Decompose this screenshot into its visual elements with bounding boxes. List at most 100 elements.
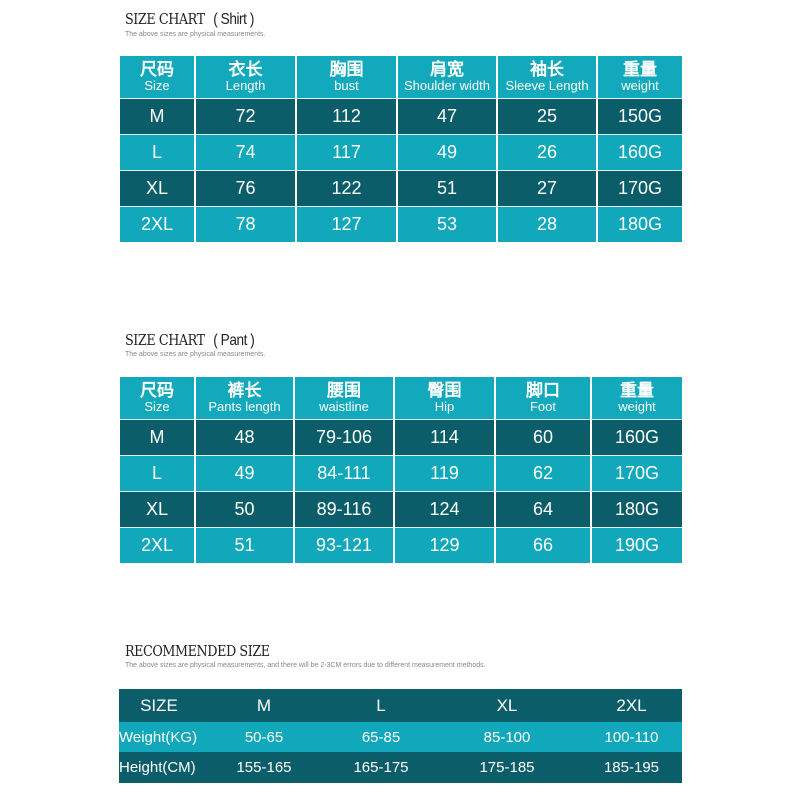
- shirt-title-text: SIZE CHART: [125, 10, 205, 28]
- table-cell: 72: [194, 98, 297, 135]
- table-row: Height(CM) 155-165 165-175 175-185 185-195: [119, 752, 682, 783]
- table-cell: 49: [194, 455, 295, 492]
- header-cell: 脚口 Foot: [494, 377, 592, 420]
- table-cell: 124: [393, 491, 496, 528]
- table-cell: L: [329, 689, 433, 722]
- header-zh: 胸围: [329, 60, 364, 80]
- header-en: Size: [144, 399, 170, 415]
- table-cell: XL: [118, 491, 196, 528]
- table-cell: 49: [396, 134, 498, 171]
- table-cell: 2XL: [118, 527, 196, 563]
- table-cell: 180G: [596, 206, 684, 242]
- header-zh: 袖长: [530, 60, 564, 80]
- header-en: waistline: [319, 399, 369, 415]
- header-zh: 重量: [620, 381, 654, 401]
- table-cell: 53: [396, 206, 498, 242]
- header-en: bust: [334, 78, 359, 94]
- table-cell: 79-106: [293, 419, 395, 456]
- table-cell: 66: [494, 527, 592, 563]
- recommended-note: The above sizes are physical measurement…: [125, 662, 486, 669]
- table-cell: Height(CM): [119, 752, 199, 783]
- table-cell: 127: [295, 206, 398, 242]
- table-cell: 160G: [596, 134, 684, 171]
- table-cell: 48: [194, 419, 295, 456]
- table-cell: 26: [496, 134, 598, 171]
- table-cell: 170G: [590, 455, 684, 492]
- header-cell: 臀围 Hip: [393, 377, 496, 420]
- header-cell: 裤长 Pants length: [194, 377, 295, 420]
- table-row: XL 76 122 51 27 170G: [118, 170, 684, 207]
- table-cell: 64: [494, 491, 592, 528]
- table-cell: 74: [194, 134, 297, 171]
- header-en: Pants length: [208, 399, 281, 415]
- table-row: L 74 117 49 26 160G: [118, 134, 684, 171]
- table-row: L 49 84-111 119 62 170G: [118, 455, 684, 492]
- header-cell: 尺码 Size: [118, 377, 196, 420]
- header-cell: 重量 weight: [596, 56, 684, 99]
- header-row: 尺码 Size 裤长 Pants length 腰围 waistline 臀围 Hip 脚口 Fo…: [118, 377, 684, 420]
- table-cell: 155-165: [199, 752, 329, 783]
- table-cell: 160G: [590, 419, 684, 456]
- header-cell: 尺码 Size: [118, 56, 196, 99]
- header-zh: 肩宽: [430, 60, 464, 80]
- table-cell: 170G: [596, 170, 684, 207]
- table-cell: 50: [194, 491, 295, 528]
- table-cell: 112: [295, 98, 398, 135]
- table-row: XL 50 89-116 124 64 180G: [118, 491, 684, 528]
- table-cell: 165-175: [329, 752, 433, 783]
- table-cell: 62: [494, 455, 592, 492]
- header-cell: 重量 weight: [590, 377, 684, 420]
- header-en: Length: [225, 78, 266, 94]
- table-cell: 114: [393, 419, 496, 456]
- table-cell: XL: [433, 689, 581, 722]
- table-cell: Weight(KG): [119, 722, 199, 752]
- table-cell: L: [118, 134, 196, 171]
- table-cell: 180G: [590, 491, 684, 528]
- header-cell: 衣长 Length: [194, 56, 297, 99]
- header-zh: 尺码: [140, 60, 174, 80]
- header-en: weight: [618, 399, 656, 415]
- table-cell: 51: [396, 170, 498, 207]
- header-cell: 袖长 Sleeve Length: [496, 56, 598, 99]
- table-cell: 27: [496, 170, 598, 207]
- table-cell: 119: [393, 455, 496, 492]
- table-cell: 47: [396, 98, 498, 135]
- header-en: Hip: [434, 399, 455, 415]
- table-cell: 150G: [596, 98, 684, 135]
- table-cell: L: [118, 455, 196, 492]
- shirt-title: SIZE CHART ( Shirt ): [125, 10, 254, 29]
- shirt-subtitle: ( Shirt ): [213, 11, 254, 28]
- pant-title-text: SIZE CHART: [125, 331, 205, 349]
- pant-title: SIZE CHART ( Pant ): [125, 331, 255, 350]
- pant-note: The above sizes are physical measurement…: [125, 351, 266, 358]
- header-en: Foot: [529, 399, 556, 415]
- table-row: SIZE M L XL 2XL: [119, 689, 682, 722]
- table-cell: M: [118, 98, 196, 135]
- table-cell: 50-65: [199, 722, 329, 752]
- table-cell: 117: [295, 134, 398, 171]
- table-row: M 72 112 47 25 150G: [118, 98, 684, 135]
- shirt-size-table: 尺码 Size 衣长 Length 胸围 bust 肩宽 Shoulder width 袖长 Sl…: [118, 56, 684, 242]
- header-en: weight: [621, 78, 659, 94]
- header-zh: 臀围: [427, 381, 462, 401]
- table-cell: 190G: [590, 527, 684, 563]
- table-cell: 51: [194, 527, 295, 563]
- table-cell: 175-185: [433, 752, 581, 783]
- header-zh: 脚口: [526, 381, 560, 401]
- table-cell: 129: [393, 527, 496, 563]
- table-cell: 25: [496, 98, 598, 135]
- table-row: 2XL 78 127 53 28 180G: [118, 206, 684, 242]
- table-cell: 60: [494, 419, 592, 456]
- header-en: Shoulder width: [404, 78, 490, 94]
- table-row: M 48 79-106 114 60 160G: [118, 419, 684, 456]
- table-cell: 76: [194, 170, 297, 207]
- table-row: 2XL 51 93-121 129 66 190G: [118, 527, 684, 563]
- table-cell: 100-110: [581, 722, 682, 752]
- table-cell: 122: [295, 170, 398, 207]
- recommended-size-table: SIZE M L XL 2XL Weight(KG) 50-65 65-85 85-100 100…: [119, 689, 682, 783]
- table-cell: 65-85: [329, 722, 433, 752]
- table-cell: XL: [118, 170, 196, 207]
- table-cell: 2XL: [581, 689, 682, 722]
- table-cell: 89-116: [293, 491, 395, 528]
- table-cell: 85-100: [433, 722, 581, 752]
